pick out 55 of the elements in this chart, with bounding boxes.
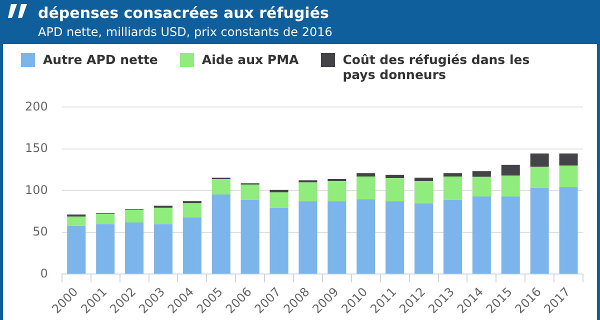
bar [270,192,288,208]
bar [328,181,346,202]
bar [501,176,520,197]
bar [356,199,376,274]
bar [154,208,172,224]
y-tick-label: 100 [25,182,48,197]
bar [414,178,434,182]
bar [356,173,376,177]
bar [386,174,404,178]
bar [386,178,404,202]
chart-title: dépenses consacrées aux réfugiés [38,3,330,22]
bar [96,224,115,274]
bar [356,176,376,200]
bar [530,154,549,167]
bar [443,176,462,200]
bar [125,222,144,274]
legend-label: Autre APD nette [43,52,158,67]
bar [298,201,318,274]
bar [96,214,115,224]
bar [298,182,318,202]
bar [559,186,578,274]
bar [443,173,462,177]
bar [530,188,549,274]
bar [67,216,86,226]
bar [443,200,462,274]
bar [212,179,230,194]
bar [472,196,491,274]
y-tick-label: 200 [25,99,48,114]
bar [414,181,434,204]
bar [154,224,172,274]
bar [559,166,578,187]
bar [212,194,230,274]
bar [240,184,260,200]
bar [472,171,491,177]
bar [559,154,578,166]
bar [240,200,260,274]
legend-label: Aide aux PMA [202,52,299,67]
bar [67,226,86,274]
bar [501,164,520,176]
bar [501,196,520,274]
y-tick-label: 150 [25,141,48,156]
legend-label: Coût des réfugiés dans les pays donneurs [342,52,531,82]
bar [414,203,434,274]
chart-subtitle: APD nette, milliards USD, prix constants de 2016 [38,25,334,39]
bar [182,217,202,274]
y-tick-label: 0 [40,266,48,280]
bar [270,208,288,274]
bar [125,210,144,222]
bar [472,176,491,197]
bar [270,190,288,192]
y-tick-label: 50 [32,224,48,239]
bar [530,166,549,188]
bar [386,201,404,274]
bar [182,203,202,218]
bar [328,201,346,274]
